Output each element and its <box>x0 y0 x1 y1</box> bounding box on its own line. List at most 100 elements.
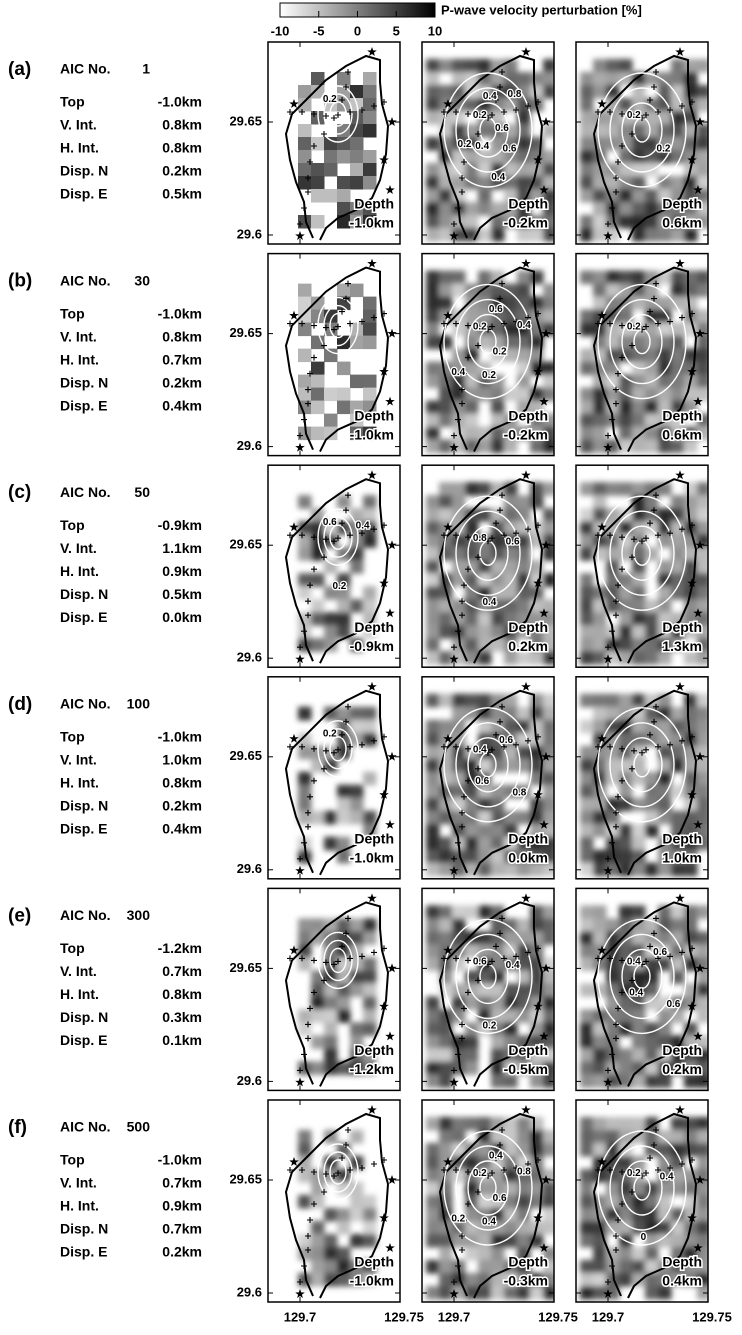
velocity-cell <box>478 271 492 285</box>
velocity-cell <box>517 284 531 298</box>
velocity-cell <box>298 798 312 812</box>
velocity-cell <box>684 495 698 509</box>
velocity-cell <box>530 931 544 945</box>
velocity-cell <box>580 983 594 997</box>
velocity-cell <box>671 72 685 86</box>
velocity-cell <box>324 349 338 363</box>
velocity-cell <box>632 638 646 652</box>
velocity-cell <box>426 905 440 919</box>
param-value: 0.5km <box>162 586 202 602</box>
velocity-cell <box>580 547 594 561</box>
contour-label: 0.2 <box>323 729 337 740</box>
map-panel: 0.80.60.4Depth0.2km <box>422 465 557 667</box>
velocity-cell <box>619 401 633 415</box>
velocity-cell <box>350 931 364 945</box>
velocity-cell <box>491 323 505 337</box>
velocity-cell <box>671 284 685 298</box>
velocity-cell <box>593 297 607 311</box>
station-star <box>521 47 531 56</box>
contour-label: 0.6 <box>495 123 509 134</box>
velocity-cell <box>426 1169 440 1183</box>
depth-value: 0.6km <box>662 215 702 231</box>
velocity-cell <box>426 534 440 548</box>
velocity-cell <box>350 811 364 825</box>
velocity-cell <box>363 534 377 548</box>
velocity-cell <box>530 1117 544 1131</box>
velocity-cell <box>619 1061 633 1075</box>
velocity-cell <box>530 271 544 285</box>
velocity-cell <box>619 59 633 73</box>
velocity-cell <box>452 482 466 496</box>
param-name: H. Int. <box>60 1198 99 1214</box>
velocity-cell <box>324 1035 338 1049</box>
velocity-cell <box>580 811 594 825</box>
velocity-cell <box>465 1048 479 1062</box>
velocity-cell <box>337 996 351 1010</box>
velocity-cell <box>619 1117 633 1131</box>
velocity-cell <box>684 59 698 73</box>
y-tick-label: 29.65 <box>229 113 262 128</box>
velocity-cell <box>478 1260 492 1274</box>
velocity-cell <box>580 349 594 363</box>
velocity-cell <box>324 1273 338 1287</box>
velocity-cell <box>465 336 479 350</box>
velocity-cell <box>363 772 377 786</box>
velocity-cell <box>426 1035 440 1049</box>
station-marker <box>459 1247 465 1253</box>
velocity-cell <box>426 202 440 216</box>
x-tick-label: 129.75 <box>692 1309 732 1324</box>
velocity-cell <box>530 85 544 99</box>
velocity-cell <box>580 271 594 285</box>
velocity-cell <box>465 427 479 441</box>
velocity-cell <box>517 1234 531 1248</box>
velocity-cell <box>593 427 607 441</box>
velocity-cell <box>504 297 518 311</box>
velocity-cell <box>350 508 364 522</box>
velocity-cell <box>491 440 505 454</box>
velocity-cell <box>298 124 312 138</box>
velocity-cell <box>298 534 312 548</box>
map-panel: Depth-1.0km <box>268 1100 400 1302</box>
contour-label: 0.4 <box>483 91 497 102</box>
velocity-cell <box>363 1234 377 1248</box>
contour-label: 0.8 <box>512 787 526 798</box>
map-panel: 0.40.60.80.6Depth0.0km <box>422 677 557 879</box>
velocity-cell <box>632 720 646 734</box>
velocity-cell <box>465 1273 479 1287</box>
velocity-cell <box>593 72 607 86</box>
velocity-cell <box>632 1035 646 1049</box>
velocity-cell <box>593 625 607 639</box>
param-name: Disp. E <box>60 186 107 202</box>
velocity-cell <box>658 931 672 945</box>
station-marker <box>305 824 311 830</box>
station-star <box>367 47 377 56</box>
param-name: V. Int. <box>60 540 97 556</box>
param-name: Disp. N <box>60 163 108 179</box>
velocity-cell <box>593 1048 607 1062</box>
velocity-cell <box>426 271 440 285</box>
velocity-cell <box>337 189 351 203</box>
depth-label: Depth <box>354 831 394 847</box>
station-star <box>367 259 377 268</box>
velocity-cell <box>684 1143 698 1157</box>
velocity-cell <box>478 560 492 574</box>
velocity-cell <box>619 547 633 561</box>
contour-label: 0.8 <box>473 533 487 544</box>
contour-label: 0.4 <box>475 141 489 152</box>
velocity-cell <box>298 1169 312 1183</box>
velocity-cell <box>593 508 607 522</box>
velocity-cell <box>324 150 338 164</box>
velocity-cell <box>632 508 646 522</box>
velocity-cell <box>311 362 325 376</box>
velocity-cell <box>426 362 440 376</box>
velocity-cell <box>593 85 607 99</box>
velocity-cell <box>311 189 325 203</box>
depth-label: Depth <box>662 1042 702 1058</box>
map-panel: 0.20.2Depth0.6km <box>576 42 711 244</box>
velocity-cell <box>350 176 364 190</box>
velocity-cell <box>426 798 440 812</box>
velocity-cell <box>491 970 505 984</box>
velocity-cell <box>593 1260 607 1274</box>
y-tick-label: 29.6 <box>237 1073 262 1088</box>
velocity-cell <box>311 1247 325 1261</box>
